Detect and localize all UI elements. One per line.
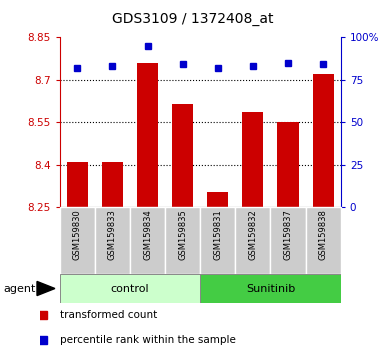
Bar [102, 162, 123, 207]
Bar [207, 192, 228, 207]
Text: GSM159838: GSM159838 [319, 209, 328, 260]
Text: GDS3109 / 1372408_at: GDS3109 / 1372408_at [112, 12, 273, 27]
Bar [60, 207, 95, 274]
Text: GSM159830: GSM159830 [73, 209, 82, 260]
Bar [165, 207, 200, 274]
Bar [172, 104, 193, 207]
Text: GSM159835: GSM159835 [178, 209, 187, 260]
Text: GSM159837: GSM159837 [283, 209, 293, 260]
Text: GSM159832: GSM159832 [248, 209, 258, 260]
Bar [235, 207, 271, 274]
Text: transformed count: transformed count [60, 309, 157, 320]
Text: agent: agent [4, 284, 36, 293]
Text: percentile rank within the sample: percentile rank within the sample [60, 335, 236, 346]
Bar [270, 207, 306, 274]
Bar [130, 207, 165, 274]
Bar [95, 207, 130, 274]
Bar [200, 207, 235, 274]
Bar [67, 162, 88, 207]
Text: control: control [110, 284, 149, 293]
Bar [60, 274, 200, 303]
Bar [137, 63, 158, 207]
Bar [278, 122, 299, 207]
Text: Sunitinib: Sunitinib [246, 284, 295, 293]
Bar [200, 274, 341, 303]
Polygon shape [37, 281, 55, 296]
Bar [243, 112, 263, 207]
Text: GSM159834: GSM159834 [143, 209, 152, 260]
Text: GSM159831: GSM159831 [213, 209, 222, 260]
Text: GSM159833: GSM159833 [108, 209, 117, 260]
Bar [313, 74, 334, 207]
Bar [306, 207, 341, 274]
